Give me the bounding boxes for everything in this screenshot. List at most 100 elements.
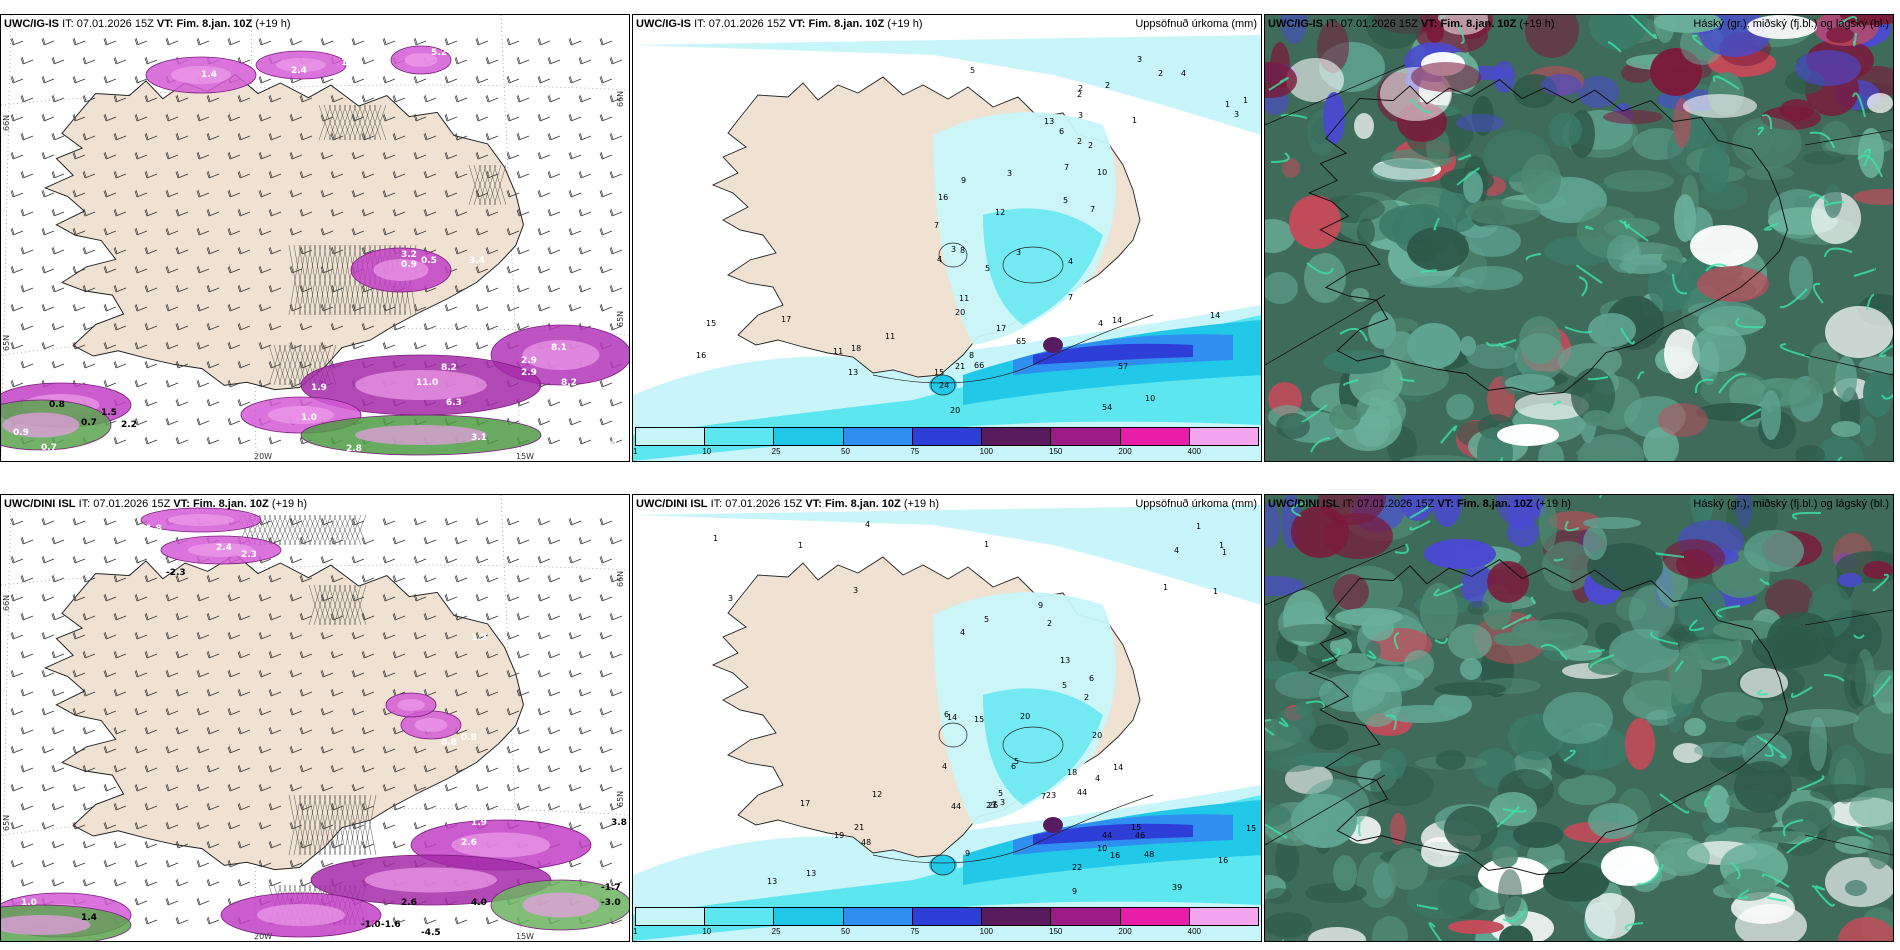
it-label: IT:: [1342, 498, 1355, 510]
precip-value: 12: [995, 208, 1005, 217]
precip-value: 5: [985, 264, 990, 273]
precip-value: 65: [1016, 337, 1026, 346]
model-name: UWC/IG-IS: [636, 18, 691, 30]
precip-value: 21: [854, 823, 864, 832]
value-label: 1.9: [311, 383, 327, 393]
colorbar-cell: [982, 428, 1052, 445]
vt-value: Fim. 8.jan. 10Z: [176, 18, 253, 30]
value-label: 8.1: [551, 343, 567, 353]
precip-value: 48: [861, 838, 871, 847]
lon-label: 20W: [254, 452, 272, 461]
precip-value: 11: [959, 294, 969, 303]
value-label: -1.7: [601, 883, 621, 893]
it-label: IT:: [694, 18, 706, 30]
precip-value: 1: [1163, 583, 1168, 592]
precip-value: 4: [1095, 774, 1100, 783]
precip-value: 13: [806, 869, 816, 878]
precip-value: 15: [934, 368, 944, 377]
precip-value: 12: [872, 790, 882, 799]
precip-value: 17: [781, 315, 791, 324]
it-value: 07.01.2026 15Z: [725, 498, 803, 510]
colorbar-cell: [1120, 428, 1190, 445]
panel-bottom-mid: UWC/DINI ISL IT: 07.01.2026 15Z VT: Fim.…: [632, 494, 1262, 942]
value-label: 0.9: [401, 260, 417, 270]
panel-header: UWC/DINI ISL IT: 07.01.2026 15Z VT: Fim.…: [1268, 498, 1571, 510]
precip-value: 13: [767, 877, 777, 886]
vt-value: Fim. 8.jan. 10Z: [1440, 18, 1517, 30]
model-name: UWC/IG-IS: [1268, 18, 1323, 30]
precip-value: 17: [800, 799, 810, 808]
colorbar-tick: 200: [1118, 927, 1132, 936]
precip-value: 2: [1078, 84, 1083, 93]
precip-value: 2: [1158, 69, 1163, 78]
value-label: 1.8: [341, 58, 357, 68]
colorbar-tick: 75: [910, 447, 920, 456]
lat-label: 65N: [2, 815, 11, 831]
colorbar-tick: 50: [841, 447, 850, 456]
colorbar-cell: [843, 908, 913, 925]
precip-value: 14: [1210, 311, 1220, 320]
value-label: 3.8: [611, 818, 627, 828]
vt-label: VT:: [788, 18, 806, 30]
vt-label: VT:: [805, 498, 822, 510]
vt-label: VT:: [156, 18, 174, 30]
offset: (+19 h): [887, 18, 923, 30]
precip-value: 24: [939, 381, 949, 390]
precip-value: 1: [1196, 522, 1201, 531]
panel-title: Háský (gr.), miðský (fj.bl.) og lágský (…: [1693, 18, 1889, 30]
colorbar-cells: [635, 907, 1259, 926]
precip-value: 11: [885, 332, 895, 341]
value-label: 3.4: [469, 256, 485, 266]
it-label: IT:: [62, 18, 74, 30]
colorbar-cell: [912, 428, 983, 445]
colorbar-tick: 100: [979, 447, 994, 456]
precip-value: 4: [937, 255, 942, 264]
precip-value: 15: [1131, 823, 1141, 832]
value-label: 2.9: [521, 368, 537, 378]
precip-value: 5: [998, 789, 1003, 798]
precip-value: 6: [1059, 127, 1064, 136]
precip-value: 26: [988, 801, 998, 810]
value-label: 0.9: [13, 428, 29, 438]
precip-value: 20: [955, 308, 965, 317]
value-label: 2.6: [461, 838, 477, 848]
colorbar-cell: [636, 428, 706, 445]
value-label: 1.5: [101, 408, 117, 418]
colorbar-tick: 25: [771, 447, 781, 456]
colorbar-tick: 150: [1049, 927, 1063, 936]
lat-label: 65N: [616, 791, 625, 807]
panel-header: UWC/IG-IS IT: 07.01.2026 15Z VT: Fim. 8.…: [1268, 18, 1555, 30]
it-value: 07.01.2026 15Z: [708, 18, 786, 30]
precip-value: 48: [1144, 850, 1154, 859]
colorbar-cell: [705, 428, 775, 445]
colorbar-tick: 25: [771, 927, 781, 936]
colorbar-ticks: 1 10 25 50 75 100 150 200 400: [633, 926, 1259, 938]
value-label: 1.4: [81, 913, 97, 923]
precip-value: 13: [1060, 656, 1070, 665]
precip-value: 16: [1218, 856, 1228, 865]
precip-value: 4: [942, 762, 947, 771]
lat-label: 66N: [616, 91, 625, 107]
precip-value: 3: [951, 245, 956, 254]
precip-value: 6: [1011, 762, 1016, 771]
value-label: 1.7: [161, 44, 177, 54]
model-name: UWC/DINI ISL: [636, 498, 708, 510]
colorbar-ticks: 1 10 25 50 75 100 150 200 400: [633, 446, 1259, 458]
precip-value: 20: [1092, 731, 1102, 740]
colorbar-cell: [982, 908, 1052, 925]
precip-value: 15: [974, 715, 984, 724]
cloud-cover-map: [1265, 15, 1893, 461]
value-label: 8.2: [561, 378, 577, 388]
value-label: 2.6: [401, 898, 417, 908]
precip-value: 16: [1110, 851, 1120, 860]
value-label: 0.5: [421, 256, 437, 266]
value-label: -3.0: [601, 898, 621, 908]
precip-value: 3: [1007, 169, 1012, 178]
colorbar-tick: 150: [1049, 447, 1063, 456]
panel-header: UWC/IG-IS IT: 07.01.2026 15Z VT: Fim. 8.…: [636, 18, 923, 30]
precip-value: 4: [1174, 546, 1179, 555]
value-label: 8.2: [441, 363, 457, 373]
precip-value: 6: [944, 710, 949, 719]
precip-value: 4: [1181, 69, 1186, 78]
